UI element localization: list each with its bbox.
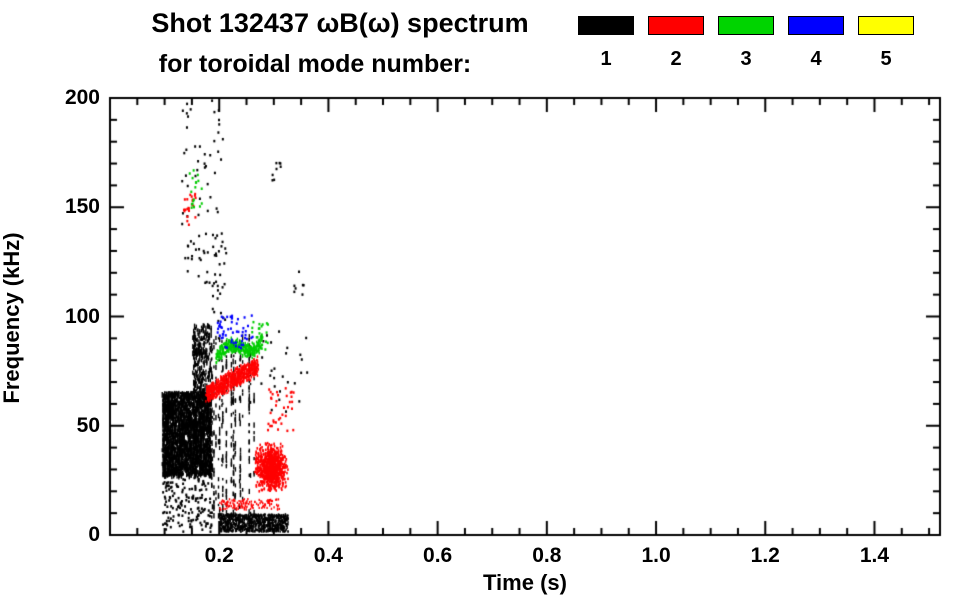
legend-label-3: 3 [740,48,752,70]
legend-item-5: 5 [858,16,914,71]
x-tick-label: 0.2 [204,544,234,567]
x-tick-label: 0.8 [532,544,562,567]
x-tick-label: 1.2 [750,544,780,567]
legend-label-1: 1 [600,48,612,70]
legend-label-4: 4 [810,48,822,70]
y-tick-label: 150 [64,195,100,219]
legend-item-4: 4 [788,16,844,71]
legend-label-2: 2 [670,48,682,70]
y-tick-label: 200 [64,86,100,109]
x-tick-label: 1.0 [641,544,671,567]
y-tick-label: 0 [88,523,100,546]
mode-legend: 1 2 3 4 5 [578,16,914,71]
legend-swatch-3 [718,16,774,35]
y-tick-label: 50 [76,413,100,437]
y-tick-label: 100 [64,304,100,328]
legend-item-1: 1 [578,16,634,71]
chart-title: Shot 132437 ωB(ω) spectrum [151,8,529,38]
x-tick-label: 0.6 [423,544,453,567]
legend-swatch-1 [578,16,634,35]
x-axis-title: Time (s) [483,570,567,595]
legend-swatch-5 [858,16,914,35]
legend-swatch-2 [648,16,704,35]
legend-item-2: 2 [648,16,704,71]
chart-subtitle: for toroidal mode number: [158,50,472,78]
x-tick-label: 0.4 [313,544,343,567]
x-tick-label: 1.4 [859,544,890,567]
legend-item-3: 3 [718,16,774,71]
legend-label-5: 5 [880,48,892,70]
legend-swatch-4 [788,16,844,35]
